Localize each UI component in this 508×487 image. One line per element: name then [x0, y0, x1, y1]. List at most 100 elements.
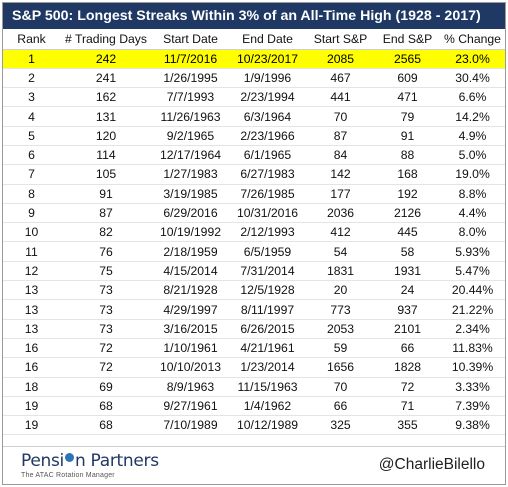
table-row: 19 68 7/10/1989 10/12/1989 325 355 9.38% — [3, 416, 505, 435]
pension-partners-logo: Pensi n Partners The ATAC Rotation Manage… — [21, 451, 159, 479]
table-cell: 6.6% — [458, 90, 487, 105]
table-cell: 9/2/1965 — [166, 128, 215, 143]
table-cell: 69 — [99, 379, 113, 394]
table-cell: 6/5/1959 — [243, 244, 292, 259]
column-header: End Date — [229, 29, 306, 50]
table-cell: 120 — [95, 128, 117, 143]
table-row: 9 87 6/29/2016 10/31/2016 2036 2126 4.4% — [3, 203, 505, 223]
table-row: 12 75 4/15/2014 7/31/2014 1831 1931 5.47% — [3, 261, 505, 281]
table-cell: 114 — [96, 148, 116, 163]
table-row: 13 73 8/21/1928 12/5/1928 20 24 20.44% — [3, 281, 505, 300]
table-cell: 73 — [99, 302, 113, 317]
table-cell: 2053 — [326, 321, 355, 336]
table-cell: 5.47% — [455, 263, 490, 278]
table-row: 6 114 12/17/1964 6/1/1965 84 88 5.0% — [3, 145, 505, 165]
table-cell: 13 — [24, 321, 39, 336]
table-cell: 71 — [400, 398, 415, 413]
table-cell: 13 — [24, 283, 39, 298]
table-row: 8 91 3/19/1985 7/26/1985 177 192 8.8% — [3, 184, 505, 204]
table-cell: 19 — [24, 398, 39, 413]
table-cell: 2101 — [393, 321, 422, 336]
table-cell: 7/10/1989 — [163, 418, 218, 433]
table-header-row: Rank # Trading Days Start Date End Date Star… — [3, 29, 505, 50]
table-cell: 12/17/1964 — [160, 148, 221, 163]
table-cell: 2036 — [326, 206, 355, 221]
table-cell: 24 — [400, 283, 415, 298]
table-cell: 2/23/1994 — [240, 90, 295, 105]
table-cell: 70 — [333, 109, 348, 124]
table-cell: 10/23/2017 — [237, 51, 298, 66]
table-row: 18 69 8/9/1963 11/15/1963 70 72 3.33% — [3, 377, 505, 397]
table-cell: 87 — [99, 206, 113, 221]
table-row: 11 76 2/18/1959 6/5/1959 54 58 5.93% — [3, 242, 505, 262]
table-row: 2 241 1/26/1995 1/9/1996 467 609 30.4% — [3, 68, 505, 88]
table-cell: 6/1/1965 — [243, 148, 292, 163]
table-cell: 66 — [400, 341, 415, 356]
table-cell: 7 — [28, 167, 35, 182]
table-cell: 20 — [333, 283, 348, 298]
table-cell: 8.8% — [458, 186, 487, 201]
table-cell: 1931 — [393, 263, 422, 278]
table-cell: 66 — [333, 398, 348, 413]
table-cell: 12/5/1928 — [240, 283, 295, 298]
table-cell: 2126 — [393, 206, 422, 221]
table-cell: 68 — [99, 398, 113, 413]
table-cell: 72 — [400, 379, 415, 394]
table-cell: 11.83% — [452, 341, 493, 356]
table-cell: 5.0% — [458, 148, 487, 163]
column-header: Start Date — [152, 29, 229, 50]
table-cell: 23.0% — [455, 51, 490, 66]
table-cell: 2085 — [326, 51, 355, 66]
table-cell: 10/31/2016 — [237, 206, 298, 221]
table-row: 13 73 3/16/2015 6/26/2015 2053 2101 2.34% — [3, 319, 505, 339]
table-cell: 72 — [99, 360, 113, 375]
table-cell: 88 — [400, 148, 415, 163]
table-cell: 9/27/1961 — [163, 398, 218, 413]
table-cell: 8/11/1997 — [240, 302, 295, 317]
table-cell: 7.39% — [455, 398, 490, 413]
table-cell: 4 — [28, 109, 35, 124]
table-cell: 30.4% — [455, 70, 490, 85]
table-cell: 8.0% — [458, 225, 487, 240]
table-row: 16 72 1/10/1961 4/21/1961 59 66 11.83% — [3, 338, 505, 358]
table-cell: 1/4/1962 — [243, 398, 292, 413]
table-cell: 9 — [28, 206, 35, 221]
table-row: 3 162 7/7/1993 2/23/1994 441 471 6.6% — [3, 88, 505, 107]
table-cell: 105 — [95, 167, 117, 182]
column-header: Start S&P — [306, 29, 375, 50]
table-cell: 73 — [99, 321, 113, 336]
table-cell: 1831 — [326, 263, 355, 278]
brand-tagline: The ATAC Rotation Manager — [21, 472, 115, 479]
table-cell: 1656 — [326, 360, 355, 375]
table-cell: 10/19/1992 — [160, 225, 221, 240]
table-row: 7 105 1/27/1983 6/27/1983 142 168 19.0% — [3, 165, 505, 185]
table-cell: 10.39% — [451, 360, 494, 375]
table-cell: 168 — [397, 167, 418, 182]
table-cell: 19.0% — [455, 167, 490, 182]
table-cell: 58 — [400, 244, 415, 259]
table-cell: 3/16/2015 — [163, 321, 218, 336]
table-cell: 10/12/1989 — [237, 418, 298, 433]
table-row: 16 72 10/10/2013 1/23/2014 1656 1828 10.39% — [3, 358, 505, 378]
table-cell: 10 — [24, 225, 39, 240]
table-cell: 11/15/1963 — [237, 379, 298, 394]
column-header: End S&P — [375, 29, 440, 50]
table-cell: 4.4% — [458, 206, 487, 221]
table-cell: 1/9/1996 — [243, 70, 292, 85]
table-cell: 242 — [95, 51, 117, 66]
footer: Pensi n Partners The ATAC Rotation Manage… — [3, 446, 505, 484]
table-cell: 2 — [28, 70, 35, 85]
table-cell: 11/7/2016 — [163, 51, 218, 66]
table-cell: 76 — [99, 244, 113, 259]
table-cell: 13 — [24, 302, 39, 317]
table-cell: 8/21/1928 — [163, 283, 218, 298]
table-cell: 471 — [397, 90, 418, 105]
table-cell: 82 — [99, 225, 113, 240]
table-cell: 5 — [28, 128, 35, 143]
table-cell: 91 — [400, 128, 415, 143]
table-title: S&P 500: Longest Streaks Within 3% of an… — [3, 3, 505, 29]
table-cell: 16 — [24, 341, 39, 356]
table-row: 13 73 4/29/1997 8/11/1997 773 937 21.22% — [3, 300, 505, 320]
table-cell: 937 — [397, 302, 418, 317]
table-cell: 4/15/2014 — [163, 263, 218, 278]
